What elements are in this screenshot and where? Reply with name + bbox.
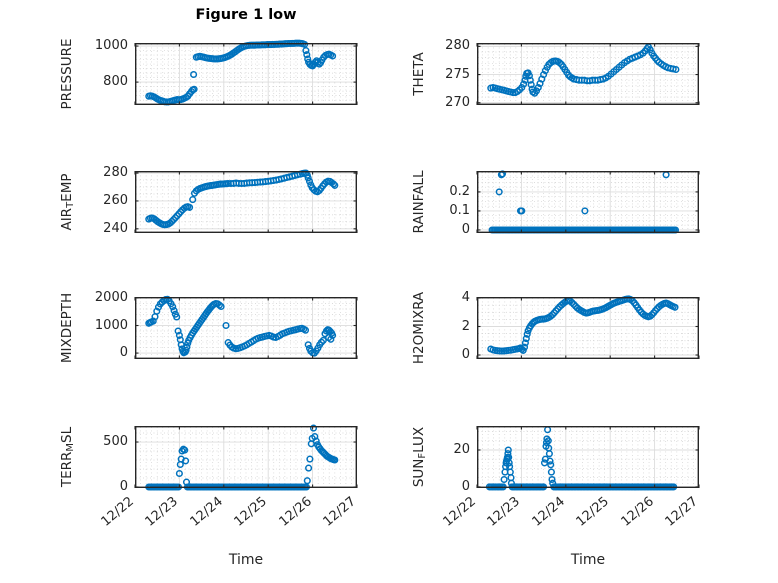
tick-marks bbox=[476, 43, 700, 105]
y-tick-label: 2000 bbox=[94, 290, 128, 305]
y-tick-label: 500 bbox=[103, 434, 128, 449]
plot-area bbox=[134, 169, 358, 233]
major-grid bbox=[135, 43, 357, 105]
y-tick-label: 0.1 bbox=[449, 202, 470, 218]
scatter-markers bbox=[487, 295, 679, 355]
y-tick-label: 20 bbox=[453, 442, 470, 457]
subplot-air-temp: AIR T EMP 240 260 280 bbox=[59, 166, 358, 235]
y-tick-label: 275 bbox=[445, 66, 470, 82]
scatter-markers bbox=[145, 295, 337, 357]
y-tick-label: 260 bbox=[103, 193, 128, 208]
axes-box bbox=[476, 42, 700, 105]
ylabel-subscript: T bbox=[64, 201, 76, 208]
plot-area bbox=[476, 42, 700, 105]
subplot-sun-flux: SUN F LUX 0 20 12/22 12/23 12/24 12/25 12/26 12/2… bbox=[411, 425, 701, 530]
y-tick-label: 270 bbox=[445, 94, 470, 110]
y-tick-label: 280 bbox=[445, 38, 470, 54]
minor-grid bbox=[478, 172, 698, 232]
plot-area bbox=[134, 39, 358, 106]
y-tick-label: 4 bbox=[461, 290, 470, 305]
subplot-mixdepth: MIXDEPTH 0 1000 2000 bbox=[59, 291, 358, 363]
ylabel-subscript: M bbox=[64, 442, 76, 452]
ylabel-subscript: F bbox=[416, 452, 428, 459]
tick-marks bbox=[134, 426, 358, 488]
tick-marks bbox=[476, 426, 700, 488]
y-tick-label: 2 bbox=[461, 318, 470, 334]
y-tick-label: 0 bbox=[119, 345, 128, 361]
axes-box bbox=[476, 296, 700, 359]
axes-box bbox=[134, 296, 358, 359]
axes-box bbox=[134, 42, 358, 105]
scatter-markers bbox=[488, 170, 680, 234]
subplot-rainfall: RAINFALL 0 0.1 0.2 bbox=[411, 170, 700, 237]
plot-area bbox=[134, 295, 358, 359]
tick-marks bbox=[476, 297, 700, 359]
subplot-terr-msl: TERR M SL 0 500 12/22 12/23 12/24 12/25 12/26 12/… bbox=[59, 424, 359, 530]
plot-area bbox=[476, 170, 700, 234]
figure-title: Figure 1 low bbox=[195, 7, 297, 23]
scatter-markers bbox=[145, 424, 339, 491]
plot-area bbox=[476, 295, 700, 359]
y-tick-label: 1000 bbox=[94, 38, 128, 54]
tick-marks bbox=[134, 43, 358, 105]
ylabel-text: SL bbox=[59, 426, 75, 443]
subplot-pressure: PRESSURE 800 1000 bbox=[59, 39, 358, 110]
y-tick-label: 800 bbox=[103, 74, 128, 90]
major-grid bbox=[135, 297, 357, 359]
x-axis-label-right: Time bbox=[570, 552, 606, 568]
y-tick-label: 280 bbox=[103, 165, 128, 181]
y-tick-label: 0 bbox=[461, 347, 470, 362]
axes-box bbox=[476, 425, 700, 488]
ylabel-text: EMP bbox=[59, 173, 75, 202]
scatter-markers bbox=[485, 426, 678, 491]
y-tick-label: 0.2 bbox=[449, 183, 470, 199]
subplot-theta: THETA 270 275 280 bbox=[411, 39, 700, 109]
y-tick-label: 0 bbox=[461, 222, 470, 237]
axes-box bbox=[476, 170, 700, 233]
y-tick-label: 240 bbox=[103, 220, 128, 236]
tick-marks bbox=[476, 171, 700, 233]
y-tick-label: 1000 bbox=[94, 317, 128, 333]
y-tick-label: 0 bbox=[119, 479, 128, 494]
scatter-markers bbox=[145, 169, 339, 229]
major-grid bbox=[477, 171, 699, 233]
minor-grid bbox=[136, 298, 356, 359]
ylabel-text: SUN bbox=[411, 458, 427, 488]
axes-box bbox=[134, 170, 358, 233]
tick-marks bbox=[134, 171, 358, 233]
ylabel-text: THETA bbox=[411, 52, 427, 96]
ylabel-text: LUX bbox=[411, 426, 427, 453]
y-tick-label: 0 bbox=[461, 478, 470, 494]
tick-marks bbox=[134, 297, 358, 359]
y-axis-label-terr-msl: TERR M SL bbox=[57, 347, 77, 567]
axes-box bbox=[134, 425, 358, 488]
x-axis-label-left: Time bbox=[228, 552, 264, 568]
plot-area bbox=[134, 424, 358, 491]
plot-area bbox=[476, 425, 700, 491]
ylabel-text: TERR bbox=[59, 451, 75, 488]
scatter-markers bbox=[487, 43, 680, 97]
